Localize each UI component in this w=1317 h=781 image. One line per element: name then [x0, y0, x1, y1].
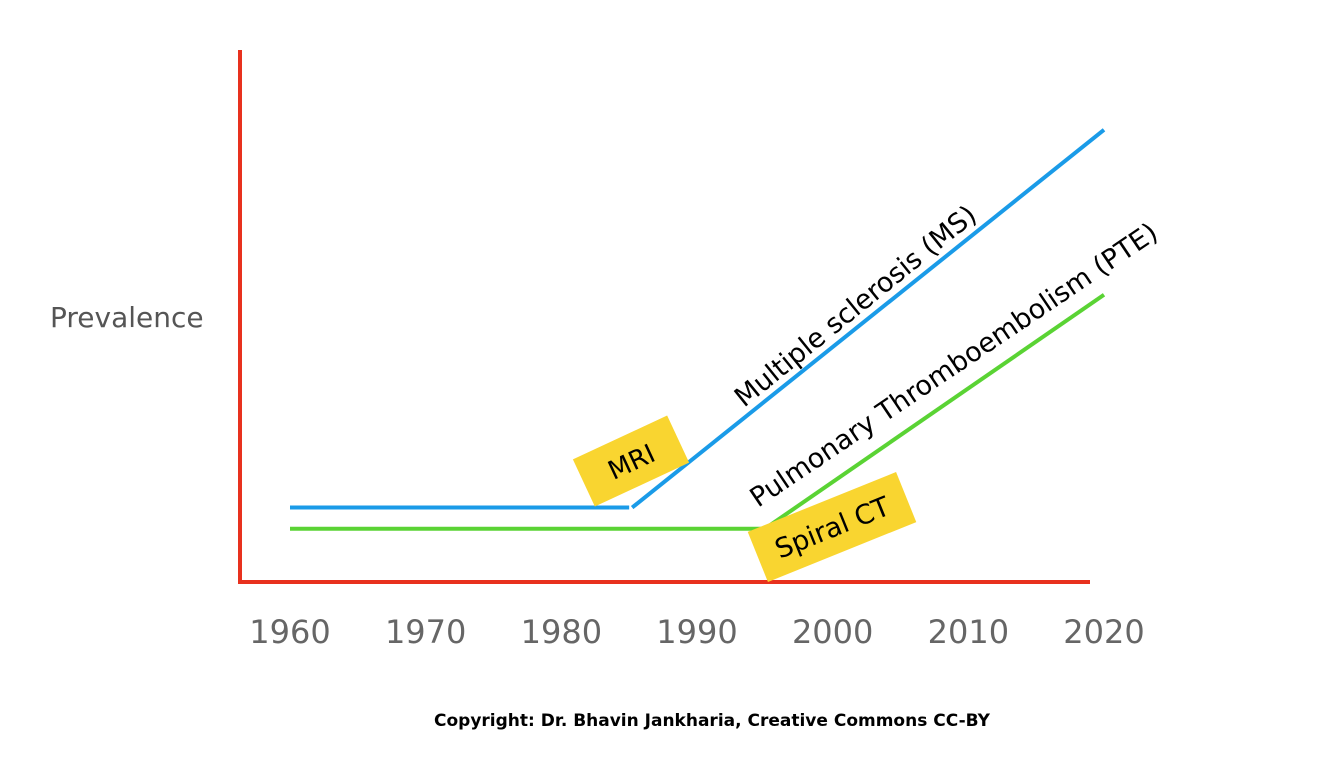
annotation-mri: MRI: [572, 415, 690, 507]
x-tick-label: 1990: [656, 613, 737, 651]
x-tick-label: 1960: [249, 613, 330, 651]
x-tick-label: 2020: [1063, 613, 1144, 651]
y-axis-label: Prevalence: [50, 301, 204, 334]
x-tick-label: 1980: [521, 613, 602, 651]
x-tick-label: 1970: [385, 613, 466, 651]
annotation-mri-box: [572, 415, 690, 507]
x-tick-label: 2000: [792, 613, 873, 651]
copyright-footer: Copyright: Dr. Bhavin Jankharia, Creativ…: [434, 711, 991, 731]
series-segment-pte: [763, 293, 1106, 531]
x-tick-label: 2010: [928, 613, 1009, 651]
series-segment-ms: [630, 128, 1106, 510]
annotation-spiral-ct-box: [747, 471, 917, 583]
